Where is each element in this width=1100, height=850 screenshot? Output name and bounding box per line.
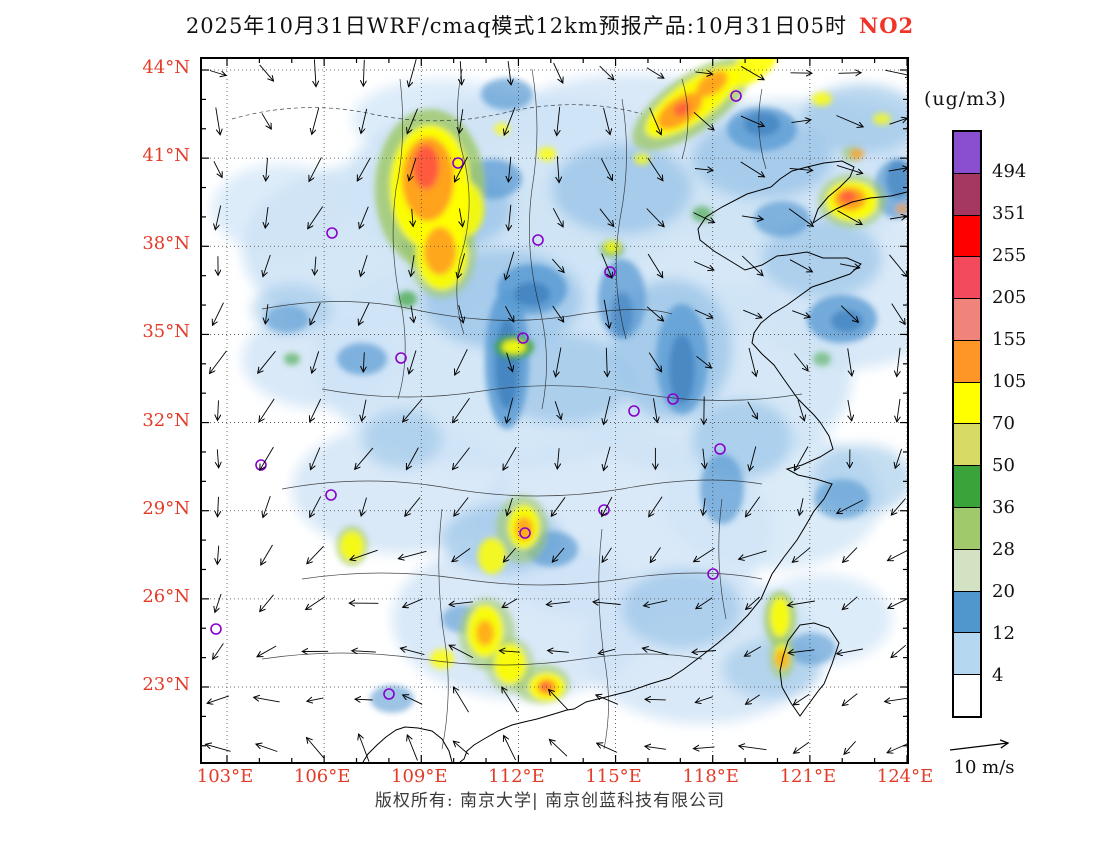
wind-vector-field: [206, 59, 907, 762]
city-marker-circle: [395, 352, 407, 364]
colorbar-level-label: 70: [992, 413, 1015, 434]
colorbar-segment: [954, 549, 980, 592]
y-axis-tick-label: 35°N: [142, 321, 190, 343]
y-axis-tick-label: 23°N: [142, 674, 190, 695]
city-marker-circle: [325, 489, 337, 501]
forecast-map-canvas: [202, 59, 907, 762]
x-axis-tick-label: 124°E: [876, 766, 934, 787]
colorbar-level-label: 4: [992, 665, 1004, 686]
y-axis-tick-label: 38°N: [142, 233, 190, 255]
copyright-footer: 版权所有: 南京大学| 南京创蓝科技有限公司: [374, 791, 726, 811]
city-marker-circle: [667, 393, 679, 405]
colorbar-segment: [954, 466, 980, 509]
colorbar-level-label: 494: [992, 161, 1027, 182]
colorbar-segment: [954, 675, 980, 716]
colorbar-level-label: 12: [992, 623, 1015, 644]
city-marker-circle: [707, 568, 719, 580]
city-marker-circle: [517, 332, 529, 344]
x-axis-tick-label: 109°E: [391, 766, 448, 787]
wind-scale-label: 10 m/s: [953, 757, 1015, 778]
colorbar-level-label: 205: [992, 287, 1027, 308]
colorbar-level-label: 351: [992, 203, 1027, 224]
colorbar-segment: [954, 215, 980, 258]
colorbar-segment: [954, 257, 980, 300]
forecast-map: [200, 57, 909, 764]
y-axis-tick-label: 26°N: [142, 585, 190, 607]
province-boundaries: [231, 68, 803, 750]
colorbar-segment: [954, 424, 980, 467]
colorbar-segment: [954, 299, 980, 341]
y-axis-tick-label: 29°N: [142, 497, 190, 519]
y-axis-tick-label: 32°N: [142, 409, 190, 431]
title-text: 2025年10月31日WRF/cmaq模式12km预报产品:10月31日05时: [185, 14, 848, 38]
colorbar-level-label: 28: [992, 539, 1015, 560]
colorbar-level-label: 50: [992, 455, 1015, 476]
y-axis-tick-label: 44°N: [142, 57, 190, 78]
colorbar: [952, 130, 982, 718]
city-marker-circle: [519, 527, 531, 539]
colorbar-level-label: 20: [992, 581, 1015, 602]
city-markers: [210, 90, 742, 700]
colorbar-segment: [954, 633, 980, 676]
x-axis-tick-label: 106°E: [293, 766, 351, 787]
colorbar-level-label: 105: [992, 371, 1027, 392]
page-title: 2025年10月31日WRF/cmaq模式12km预报产品:10月31日05时 N…: [0, 10, 1100, 40]
colorbar-level-label: 155: [992, 329, 1027, 350]
x-axis-tick-label: 112°E: [488, 766, 545, 787]
x-axis-tick-label: 121°E: [779, 766, 837, 787]
colorbar-segment: [954, 508, 980, 550]
y-axis-tick-label: 41°N: [142, 145, 190, 167]
axis-tick-marks: [202, 59, 907, 762]
colorbar-segment: [954, 591, 980, 634]
city-marker-circle: [326, 227, 338, 239]
colorbar-segment: [954, 173, 980, 216]
colorbar-segment: [954, 340, 980, 383]
x-axis-tick-label: 103°E: [196, 766, 254, 787]
wind-reference-arrow-icon: [949, 736, 1018, 751]
colorbar-level-label: 255: [992, 245, 1027, 266]
x-axis-tick-label: 115°E: [585, 766, 642, 787]
city-marker-circle: [628, 405, 640, 417]
city-marker-circle: [714, 443, 726, 455]
colorbar-segment: [954, 382, 980, 425]
city-marker-circle: [383, 688, 395, 700]
pollutant-label: NO2: [859, 13, 915, 38]
coastline: [362, 160, 907, 762]
x-axis-tick-label: 118°E: [682, 766, 739, 787]
colorbar-unit-label: (ug/m3): [924, 88, 1007, 110]
colorbar-level-label: 36: [992, 497, 1015, 518]
city-marker-circle: [730, 90, 742, 102]
colorbar-segment: [954, 132, 980, 174]
city-marker-circle: [452, 157, 464, 169]
city-marker-circle: [532, 234, 544, 246]
city-marker-circle: [210, 623, 222, 635]
